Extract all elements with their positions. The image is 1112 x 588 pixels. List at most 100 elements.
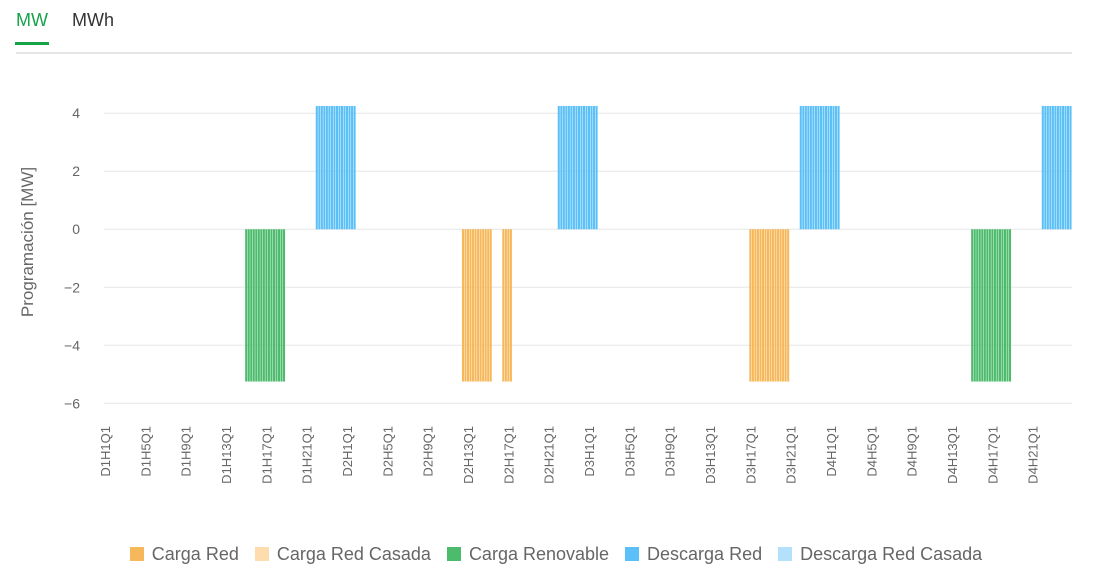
bar-descarga-red[interactable] (338, 105, 341, 230)
bar-carga-red[interactable] (509, 229, 512, 382)
bar-carga-renovable[interactable] (280, 229, 283, 382)
bar-descarga-red[interactable] (814, 105, 817, 230)
bar-descarga-red[interactable] (817, 105, 820, 230)
bar-descarga-red[interactable] (340, 105, 344, 230)
bar-descarga-red[interactable] (593, 105, 596, 230)
bar-carga-renovable[interactable] (973, 229, 976, 382)
bar-descarga-red[interactable] (575, 105, 578, 230)
bar-carga-renovable[interactable] (1008, 229, 1012, 382)
bar-descarga-red[interactable] (325, 105, 328, 230)
bar-carga-red[interactable] (504, 229, 507, 382)
bar-carga-renovable[interactable] (265, 229, 268, 382)
bar-descarga-red[interactable] (335, 105, 338, 230)
bar-descarga-red[interactable] (348, 105, 351, 230)
bar-carga-renovable[interactable] (993, 229, 996, 382)
bar-carga-renovable[interactable] (998, 229, 1001, 382)
bar-carga-renovable[interactable] (270, 229, 273, 382)
bar-descarga-red[interactable] (343, 105, 346, 230)
bar-descarga-red[interactable] (567, 105, 570, 230)
bar-carga-red[interactable] (777, 229, 780, 382)
bar-carga-red[interactable] (759, 229, 762, 382)
bar-carga-renovable[interactable] (983, 229, 986, 382)
bar-carga-renovable[interactable] (255, 229, 258, 382)
bar-carga-red[interactable] (464, 229, 467, 382)
bar-carga-red[interactable] (472, 229, 475, 382)
bar-carga-red[interactable] (502, 229, 505, 382)
bar-carga-red[interactable] (779, 229, 782, 382)
bar-descarga-red[interactable] (320, 105, 323, 230)
legend-item-descarga-red[interactable]: Descarga Red (625, 544, 762, 565)
tab-mw[interactable]: MW (15, 10, 49, 45)
bar-carga-red[interactable] (754, 229, 757, 382)
bar-descarga-red[interactable] (822, 105, 825, 230)
bar-descarga-red[interactable] (1044, 105, 1047, 230)
legend-item-carga-red-casada[interactable]: Carga Red Casada (254, 544, 431, 565)
bar-carga-red[interactable] (474, 229, 477, 382)
bar-carga-renovable[interactable] (247, 229, 250, 382)
bar-descarga-red[interactable] (1049, 105, 1052, 230)
bar-descarga-red[interactable] (1056, 105, 1059, 230)
bar-carga-renovable[interactable] (260, 229, 263, 382)
bar-descarga-red[interactable] (799, 105, 802, 230)
bar-carga-renovable[interactable] (996, 229, 999, 382)
bar-carga-red[interactable] (484, 229, 487, 382)
tab-mwh[interactable]: MWh (72, 10, 114, 30)
bar-descarga-red[interactable] (590, 105, 593, 230)
bar-descarga-red[interactable] (837, 105, 840, 230)
bar-carga-red[interactable] (469, 229, 472, 382)
legend-item-carga-renovable[interactable]: Carga Renovable (446, 544, 609, 565)
bar-descarga-red[interactable] (557, 105, 560, 230)
bar-descarga-red[interactable] (562, 105, 565, 230)
bar-carga-renovable[interactable] (262, 229, 265, 382)
bar-descarga-red[interactable] (346, 105, 349, 230)
bar-descarga-red[interactable] (595, 105, 598, 230)
bar-descarga-red[interactable] (560, 105, 563, 230)
bar-descarga-red[interactable] (830, 105, 833, 230)
bar-carga-renovable[interactable] (257, 229, 260, 382)
bar-carga-red[interactable] (761, 229, 765, 382)
bar-carga-red[interactable] (782, 229, 785, 382)
bar-carga-red[interactable] (774, 229, 777, 382)
bar-carga-red[interactable] (467, 229, 470, 382)
bar-descarga-red[interactable] (580, 105, 583, 230)
bar-carga-red[interactable] (489, 229, 492, 382)
bar-descarga-red[interactable] (328, 105, 331, 230)
bar-carga-red[interactable] (766, 229, 770, 382)
bar-descarga-red[interactable] (835, 105, 838, 230)
bar-descarga-red[interactable] (819, 105, 822, 230)
bar-carga-renovable[interactable] (245, 229, 248, 382)
bar-carga-renovable[interactable] (981, 229, 984, 382)
bar-carga-red[interactable] (487, 229, 490, 382)
bar-descarga-red[interactable] (1041, 105, 1044, 230)
bar-carga-renovable[interactable] (267, 229, 270, 382)
bar-descarga-red[interactable] (832, 105, 835, 230)
bar-descarga-red[interactable] (1051, 105, 1054, 230)
bar-descarga-red[interactable] (315, 105, 318, 230)
bar-carga-red[interactable] (784, 229, 787, 382)
bar-descarga-red[interactable] (353, 105, 356, 230)
legend-item-carga-red[interactable]: Carga Red (129, 544, 239, 565)
bar-carga-red[interactable] (482, 229, 485, 382)
bar-descarga-red[interactable] (1059, 105, 1062, 230)
bar-carga-renovable[interactable] (976, 229, 979, 382)
bar-carga-renovable[interactable] (1006, 229, 1009, 382)
bar-descarga-red[interactable] (570, 105, 573, 230)
bar-descarga-red[interactable] (588, 105, 591, 230)
bar-descarga-red[interactable] (827, 105, 830, 230)
bar-descarga-red[interactable] (1064, 105, 1067, 230)
bar-carga-red[interactable] (461, 229, 465, 382)
bar-carga-renovable[interactable] (986, 229, 989, 382)
bar-carga-renovable[interactable] (282, 229, 286, 382)
bar-descarga-red[interactable] (351, 105, 354, 230)
bar-carga-red[interactable] (507, 229, 510, 382)
bar-carga-renovable[interactable] (1003, 229, 1007, 382)
bar-descarga-red[interactable] (572, 105, 575, 230)
bar-carga-renovable[interactable] (978, 229, 981, 382)
bar-carga-red[interactable] (772, 229, 775, 382)
bar-descarga-red[interactable] (802, 105, 805, 230)
bar-descarga-red[interactable] (585, 105, 588, 230)
bar-carga-red[interactable] (769, 229, 772, 382)
bar-carga-red[interactable] (479, 229, 482, 382)
bar-descarga-red[interactable] (565, 105, 568, 230)
bar-carga-renovable[interactable] (252, 229, 255, 382)
